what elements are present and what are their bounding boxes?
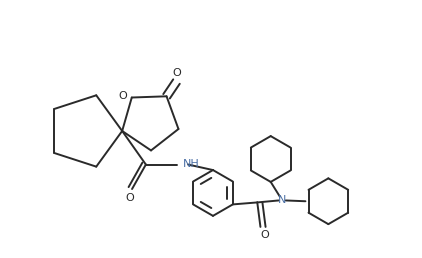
Text: O: O bbox=[172, 68, 181, 78]
Text: O: O bbox=[126, 193, 135, 203]
Text: N: N bbox=[278, 196, 286, 205]
Text: O: O bbox=[119, 91, 127, 101]
Text: O: O bbox=[260, 230, 269, 240]
Text: NH: NH bbox=[183, 159, 199, 169]
